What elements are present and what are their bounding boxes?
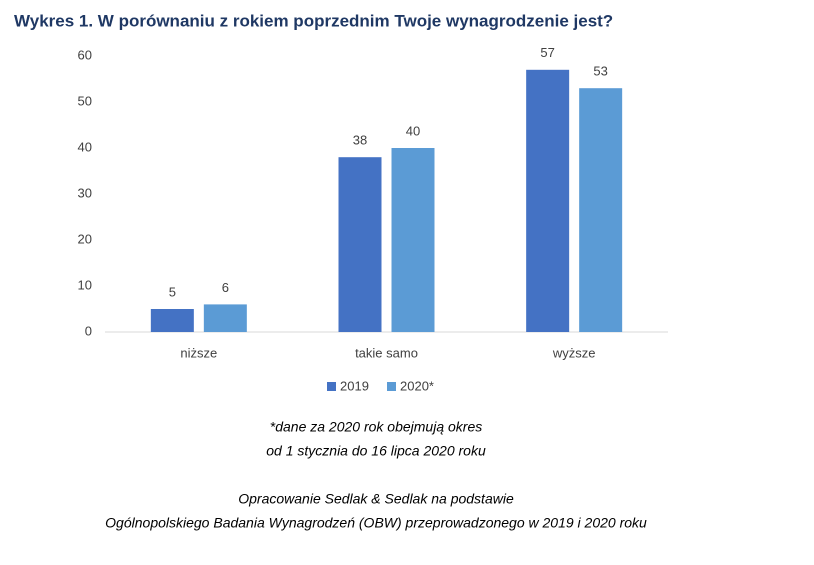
source-note: Ogólnopolskiego Badania Wynagrodzeń (OBW… [105,515,647,531]
y-tick-label: 0 [85,323,92,338]
legend-label: 2020* [400,378,434,393]
bar [579,88,623,332]
bar [526,69,570,333]
x-tick-label: wyższe [552,345,596,360]
value-label: 57 [540,45,554,60]
legend-swatch [327,382,336,391]
value-label: 53 [593,64,607,79]
y-tick-label: 20 [78,231,92,246]
x-tick-label: takie samo [355,345,418,360]
x-tick-label: niższe [180,345,217,360]
bar [338,157,382,332]
legend-label: 2019 [340,378,369,393]
bar [203,304,247,332]
source-note: Opracowanie Sedlak & Sedlak na podstawie [238,491,514,507]
y-tick-label: 50 [78,93,92,108]
bar [391,148,435,332]
footnote: od 1 stycznia do 16 lipca 2020 roku [266,443,486,459]
y-tick-label: 60 [78,47,92,62]
value-label: 38 [353,133,367,148]
value-label: 6 [222,280,229,295]
chart-title: Wykres 1. W porównaniu z rokiem poprzedn… [14,11,613,30]
y-tick-label: 40 [78,139,92,154]
legend-swatch [387,382,396,391]
footnote: *dane za 2020 rok obejmują okres [270,419,482,435]
value-label: 5 [169,284,176,299]
y-tick-label: 30 [78,185,92,200]
y-tick-label: 10 [78,277,92,292]
bar [150,309,194,332]
value-label: 40 [406,123,420,138]
